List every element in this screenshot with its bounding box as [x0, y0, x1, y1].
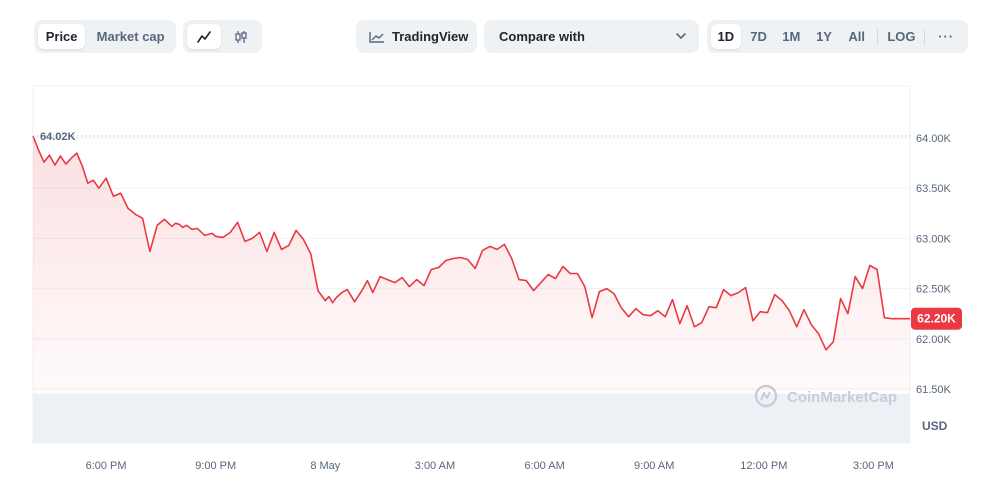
- volume-bars: [33, 394, 910, 443]
- more-options-button[interactable]: ···: [938, 29, 955, 44]
- y-tick-label: 62.50K: [916, 284, 952, 296]
- tab-price[interactable]: Price: [38, 24, 86, 49]
- x-axis: 6:00 PM 9:00 PM 8 May 3:00 AM 6:00 AM 9:00 AM…: [86, 460, 894, 472]
- compare-with-select[interactable]: Compare with: [484, 20, 699, 53]
- x-tick-label: 6:00 PM: [86, 460, 127, 472]
- chart-type-toggle: [183, 20, 262, 53]
- log-scale-toggle[interactable]: LOG: [887, 29, 916, 44]
- x-tick-label: 3:00 PM: [853, 460, 894, 472]
- range-1y[interactable]: 1Y: [816, 29, 832, 44]
- x-tick-label: 6:00 AM: [524, 460, 564, 472]
- line-chart-icon: [197, 30, 211, 43]
- current-price-badge: 62.20K: [911, 307, 962, 330]
- x-tick-label: 9:00 PM: [195, 460, 236, 472]
- current-price-badge-bg: [911, 307, 962, 330]
- candlestick-icon: [235, 30, 247, 43]
- high-price-label: 64.02K: [40, 131, 76, 143]
- tradingview-icon: [369, 31, 384, 43]
- tradingview-label: TradingView: [392, 29, 469, 44]
- price-marketcap-toggle: Price Market cap: [34, 20, 176, 53]
- range-1d[interactable]: 1D: [711, 24, 741, 49]
- compare-label: Compare with: [499, 29, 585, 44]
- y-tick-label: 64.00K: [916, 133, 952, 145]
- line-chart-button[interactable]: [187, 24, 221, 49]
- currency-label: USD: [922, 419, 948, 433]
- chevron-down-icon: [676, 33, 686, 39]
- y-tick-label: 61.50K: [916, 384, 952, 396]
- current-price-text: 62.20K: [917, 312, 956, 326]
- y-tick-label: 63.50K: [916, 183, 952, 195]
- tradingview-button[interactable]: TradingView: [356, 20, 477, 53]
- volume-band: [33, 394, 910, 443]
- log-separator: [924, 29, 926, 44]
- range-7d[interactable]: 7D: [750, 29, 767, 44]
- range-1m[interactable]: 1M: [782, 29, 801, 44]
- range-separator: [876, 29, 878, 44]
- tab-market-cap[interactable]: Market cap: [96, 29, 165, 44]
- range-all[interactable]: All: [848, 29, 866, 44]
- x-tick-label: 9:00 AM: [634, 460, 674, 472]
- candlestick-chart-button[interactable]: [224, 24, 258, 49]
- x-tick-label: 12:00 PM: [740, 460, 787, 472]
- price-line: [32, 135, 910, 351]
- x-tick-label: 3:00 AM: [415, 460, 455, 472]
- y-tick-label: 62.00K: [916, 334, 952, 346]
- y-tick-label: 63.00K: [916, 233, 952, 245]
- y-axis: 64.00K 63.50K 63.00K 62.50K 62.00K 61.50K: [916, 133, 952, 396]
- time-range-toggle: 1D 7D 1M 1Y All LOG ···: [707, 20, 968, 53]
- x-tick-label: 8 May: [310, 460, 340, 472]
